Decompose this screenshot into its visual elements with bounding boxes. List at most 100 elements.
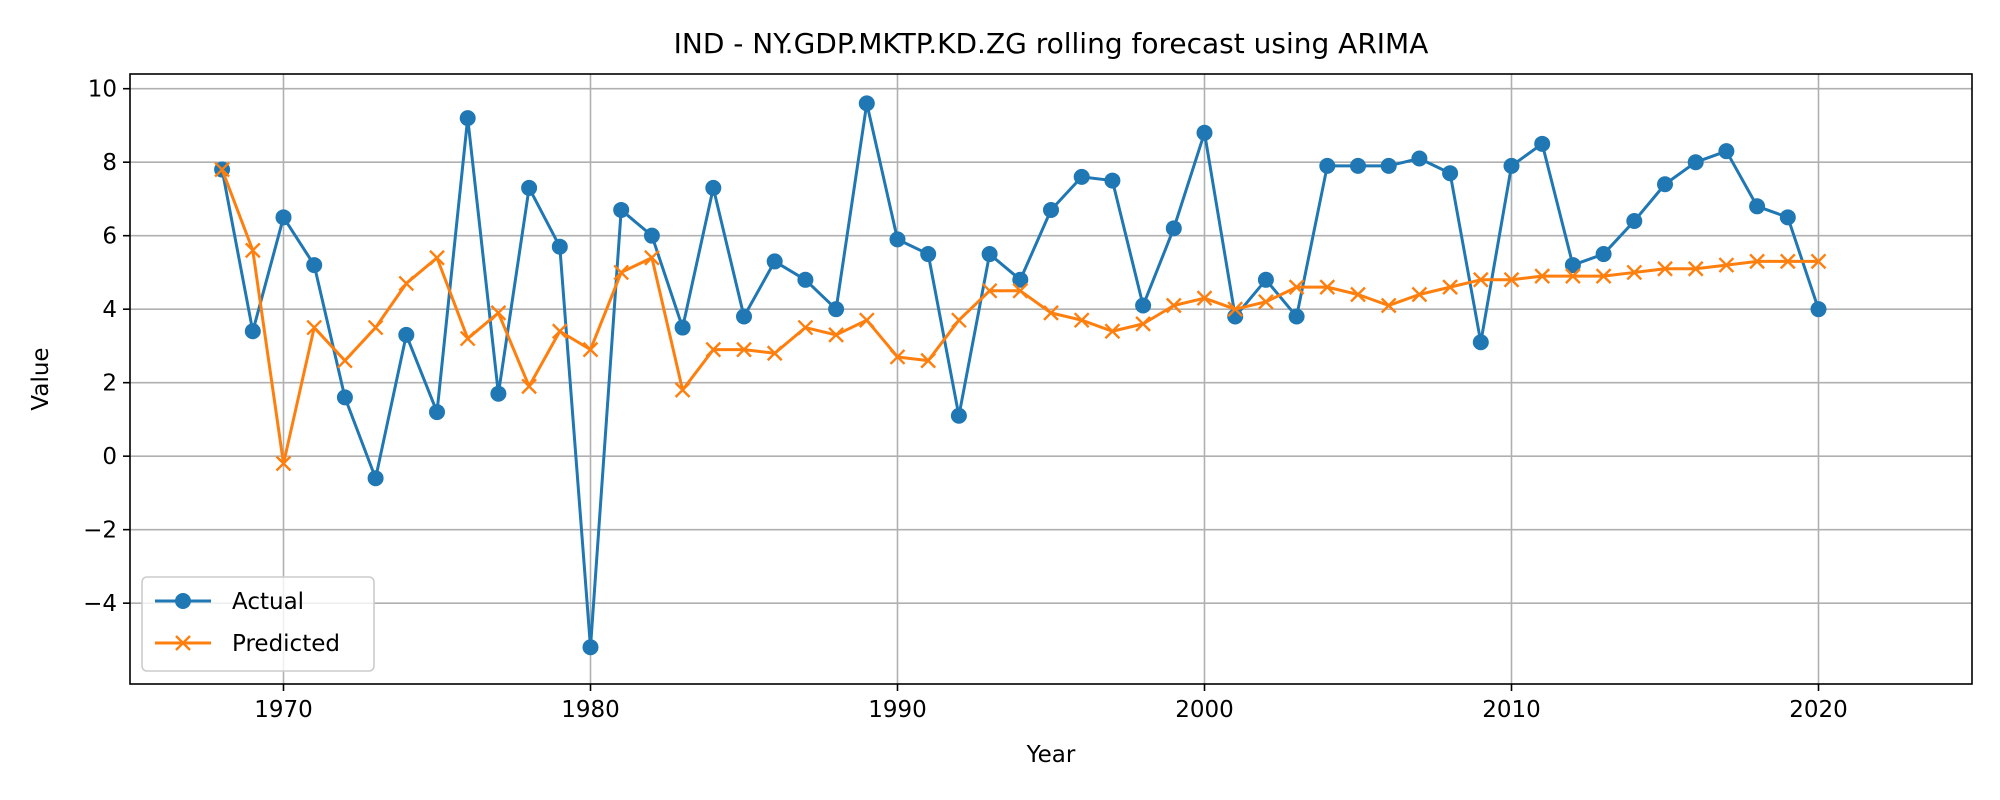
- y-tick-label: 2: [102, 371, 117, 397]
- data-point-predicted: [1595, 268, 1612, 284]
- data-point-actual: [1687, 154, 1704, 171]
- data-point-actual: [1626, 212, 1643, 229]
- data-point-actual: [613, 201, 630, 218]
- legend: Actual Predicted: [141, 576, 375, 672]
- data-point-actual: [367, 470, 384, 487]
- data-point-actual: [1165, 220, 1182, 237]
- data-point-predicted: [1380, 297, 1397, 314]
- data-point-predicted: [582, 341, 599, 358]
- data-point-actual: [551, 238, 568, 255]
- data-point-actual: [1104, 172, 1121, 189]
- data-point-predicted: [398, 275, 415, 292]
- data-point-actual: [1472, 334, 1489, 351]
- data-point-predicted: [613, 264, 630, 281]
- data-point-predicted: [490, 305, 507, 321]
- data-point-predicted: [1810, 253, 1827, 270]
- y-tick-label: −4: [83, 591, 117, 617]
- y-tick-label: 10: [88, 77, 117, 103]
- x-tick-label: 1970: [254, 697, 313, 723]
- data-point-predicted: [1165, 297, 1182, 314]
- data-point-actual: [1135, 297, 1152, 314]
- data-point-actual: [1319, 157, 1336, 174]
- data-point-predicted: [429, 249, 445, 266]
- data-point-actual: [858, 95, 875, 112]
- data-point-actual: [1564, 257, 1581, 274]
- data-point-predicted: [521, 378, 537, 395]
- data-point-predicted: [1503, 271, 1520, 288]
- data-point-actual: [1810, 301, 1827, 318]
- data-point-actual: [1779, 209, 1796, 226]
- y-tick-label: 0: [102, 444, 117, 470]
- data-point-actual: [643, 227, 660, 244]
- data-point-predicted: [275, 455, 292, 472]
- x-tick-label: 2020: [1789, 697, 1848, 723]
- series-layer: [214, 95, 1827, 656]
- data-point-actual: [244, 323, 261, 340]
- data-point-predicted: [1626, 264, 1643, 281]
- data-point-actual: [1411, 150, 1428, 167]
- data-point-actual: [1350, 157, 1366, 174]
- data-point-actual: [1380, 157, 1397, 174]
- data-point-actual: [306, 257, 323, 274]
- data-point-predicted: [1718, 257, 1735, 273]
- data-point-predicted: [1227, 301, 1244, 318]
- data-point-predicted: [367, 319, 384, 336]
- data-point-predicted: [1534, 268, 1551, 284]
- data-point-actual: [705, 179, 722, 196]
- data-point-predicted: [705, 341, 722, 358]
- data-point-actual: [828, 301, 845, 318]
- data-point-predicted: [337, 352, 353, 369]
- data-point-actual: [459, 110, 476, 127]
- chart-title: IND - NY.GDP.MKTP.KD.ZG rolling forecast…: [674, 27, 1429, 60]
- data-point-predicted: [920, 352, 937, 369]
- data-point-predicted: [1043, 305, 1059, 321]
- x-tick-label: 2010: [1482, 697, 1541, 723]
- legend-actual-marker: [175, 593, 191, 609]
- x-tick-label: 1980: [561, 697, 620, 723]
- data-point-actual: [398, 326, 415, 343]
- data-point-predicted: [797, 319, 814, 336]
- legend-actual-label: Actual: [232, 589, 304, 615]
- plot-area-frame: [129, 73, 1973, 685]
- data-point-predicted: [1442, 279, 1458, 295]
- axis-ticks: 1970 1980 1990 2000 2010 2020 −4 −2 0 2 4 6 8 10: [83, 77, 1848, 723]
- data-point-predicted: [214, 161, 230, 178]
- data-point-actual: [1657, 176, 1673, 193]
- data-point-predicted: [1657, 260, 1673, 277]
- x-axis-label: Year: [1026, 742, 1076, 768]
- data-point-predicted: [981, 282, 998, 299]
- data-point-predicted: [889, 349, 906, 365]
- data-point-predicted: [1687, 260, 1704, 277]
- y-tick-label: 6: [102, 224, 117, 250]
- data-point-predicted: [858, 312, 875, 329]
- data-point-actual: [1534, 135, 1551, 152]
- x-tick-label: 1990: [868, 697, 927, 723]
- data-point-predicted: [1749, 253, 1765, 270]
- data-point-predicted: [1196, 290, 1213, 307]
- data-point-actual: [1073, 168, 1090, 185]
- legend-predicted-marker: [175, 635, 191, 651]
- data-point-actual: [1196, 124, 1213, 141]
- data-point-actual: [490, 385, 507, 402]
- y-tick-label: 4: [102, 297, 117, 323]
- data-point-predicted: [1135, 316, 1151, 332]
- data-point-actual: [275, 209, 292, 226]
- legend-predicted-label: Predicted: [232, 631, 340, 657]
- data-point-actual: [582, 639, 599, 656]
- data-point-predicted: [1411, 286, 1428, 303]
- data-point-predicted: [306, 319, 323, 336]
- data-point-actual: [920, 246, 937, 263]
- data-point-predicted: [766, 345, 783, 362]
- y-tick-label: 8: [102, 150, 117, 176]
- y-axis-label: Value: [28, 347, 54, 410]
- data-point-predicted: [1012, 282, 1029, 299]
- data-point-predicted: [1288, 279, 1305, 295]
- data-point-actual: [1043, 201, 1059, 218]
- data-point-actual: [429, 404, 445, 421]
- data-point-predicted: [1350, 286, 1366, 303]
- data-point-actual: [889, 231, 906, 248]
- data-point-actual: [1718, 143, 1735, 160]
- data-point-predicted: [1258, 293, 1274, 310]
